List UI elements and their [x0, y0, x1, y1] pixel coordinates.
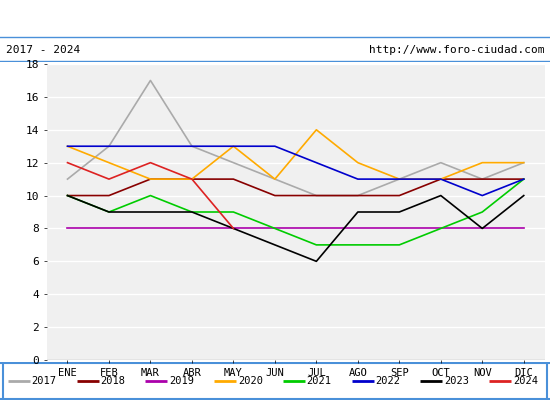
Text: 2019: 2019 — [169, 376, 194, 386]
Text: http://www.foro-ciudad.com: http://www.foro-ciudad.com — [369, 45, 544, 55]
Text: 2017 - 2024: 2017 - 2024 — [6, 45, 80, 55]
Text: 2018: 2018 — [100, 376, 125, 386]
Text: 2024: 2024 — [513, 376, 538, 386]
Text: 2017: 2017 — [32, 376, 57, 386]
Text: 2023: 2023 — [444, 376, 469, 386]
Text: Evolucion del paro registrado en Descargamaría: Evolucion del paro registrado en Descarg… — [74, 10, 476, 26]
Text: 2021: 2021 — [307, 376, 332, 386]
Text: 2022: 2022 — [375, 376, 400, 386]
Text: 2020: 2020 — [238, 376, 263, 386]
